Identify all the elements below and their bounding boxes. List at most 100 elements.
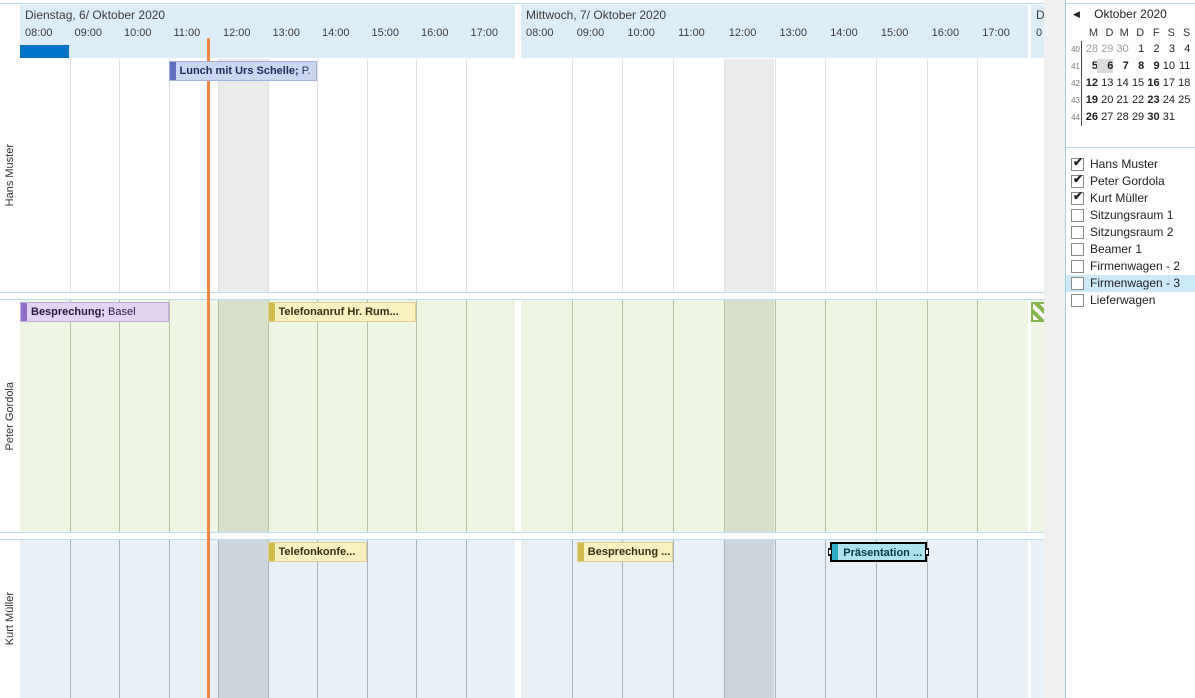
hour-gridline: [723, 59, 725, 292]
calendar-day[interactable]: 18: [1178, 77, 1191, 89]
time-label: 14:00: [830, 27, 858, 39]
selection-handle-right[interactable]: [924, 548, 929, 556]
day-header-0[interactable]: Dienstag, 6/ Oktober 2020 08:00 09:00 10:00…: [20, 5, 515, 58]
resource-checkbox[interactable]: ✔: [1071, 189, 1084, 205]
hour-gridline: [622, 300, 624, 532]
calendar-day[interactable]: 28: [1085, 43, 1098, 55]
calendar-day[interactable]: 29: [1101, 43, 1114, 55]
calendar-day[interactable]: 23: [1147, 94, 1160, 106]
resource-list-item[interactable]: ✔ Hans Muster: [1066, 155, 1195, 173]
resource-checkbox[interactable]: ✔: [1071, 155, 1084, 171]
calendar-day[interactable]: 30: [1116, 43, 1129, 55]
calendar-prev-icon[interactable]: ◀: [1073, 9, 1080, 19]
resource-list-item[interactable]: Firmenwagen - 3: [1066, 275, 1195, 292]
hour-gridline: [673, 300, 675, 532]
calendar-day[interactable]: 4: [1184, 43, 1191, 55]
calendar-day[interactable]: 30: [1147, 111, 1160, 123]
schedule-grid-1-2[interactable]: [1031, 300, 1044, 532]
schedule-grid-1-0[interactable]: Besprechung; Basel Telefonanruf Hr. Rum..…: [20, 300, 515, 532]
calendar-week-number: 40: [1071, 45, 1080, 54]
resource-list-item[interactable]: ✔ Peter Gordola: [1066, 172, 1195, 190]
schedule-grid-1-1[interactable]: [521, 300, 1028, 532]
resource-checkbox[interactable]: ✔: [1071, 172, 1084, 188]
resource-checkbox[interactable]: [1071, 294, 1084, 307]
calendar-day[interactable]: 9: [1153, 60, 1160, 72]
list-top-divider: [1066, 147, 1195, 148]
appointment[interactable]: Präsentation ...: [830, 542, 927, 562]
schedule-grid-0-2[interactable]: [1031, 59, 1044, 292]
calendar-day[interactable]: 1: [1138, 43, 1145, 55]
appointment[interactable]: Lunch mit Urs Schelle; P.: [168, 61, 317, 81]
calendar-day[interactable]: 3: [1168, 43, 1175, 55]
resource-list-item[interactable]: Sitzungsraum 1: [1066, 207, 1195, 224]
appointment[interactable]: Telefonkonfe...: [267, 542, 367, 562]
check-icon: ✔: [1073, 155, 1084, 169]
calendar-weeknum-divider: [1081, 41, 1082, 126]
calendar-day[interactable]: 8: [1138, 60, 1145, 72]
appointment[interactable]: Besprechung ...: [576, 542, 674, 562]
calendar-day[interactable]: 13: [1101, 77, 1114, 89]
resource-list-item[interactable]: Lieferwagen: [1066, 292, 1195, 309]
check-icon: ✔: [1073, 189, 1084, 203]
appointment[interactable]: Besprechung; Basel: [20, 302, 169, 322]
resource-checkbox[interactable]: [1071, 277, 1084, 290]
resource-checkbox[interactable]: [1071, 260, 1084, 273]
calendar-day[interactable]: 27: [1101, 111, 1114, 123]
calendar-day[interactable]: 6: [1097, 59, 1114, 73]
calendar-day[interactable]: 14: [1116, 77, 1129, 89]
calendar-day[interactable]: 24: [1162, 94, 1175, 106]
appointment[interactable]: Telefonanruf Hr. Rum...: [267, 302, 416, 322]
calendar-day[interactable]: 19: [1085, 94, 1098, 106]
calendar-day[interactable]: 20: [1101, 94, 1114, 106]
resource-list-item[interactable]: Firmenwagen - 2: [1066, 258, 1195, 275]
selection-handle-left[interactable]: [828, 548, 833, 556]
resource-list-item[interactable]: ✔ Kurt Müller: [1066, 189, 1195, 207]
resource-row-label[interactable]: Hans Muster: [0, 59, 20, 292]
calendar-day[interactable]: 12: [1085, 77, 1098, 89]
hour-gridline: [218, 540, 219, 698]
hour-gridline: [926, 540, 928, 698]
calendar-day[interactable]: 17: [1162, 77, 1175, 89]
scrollbar-gutter: [1044, 0, 1065, 698]
schedule-grid-2-1[interactable]: Besprechung ... Präsentation ...: [521, 540, 1028, 698]
calendar-day[interactable]: 5: [1091, 60, 1098, 72]
lunch-hour-shade: [723, 59, 775, 292]
appointment[interactable]: [1031, 302, 1044, 322]
resource-row-label[interactable]: Kurt Müller: [0, 540, 20, 698]
schedule-grid-0-0[interactable]: Lunch mit Urs Schelle; P.: [20, 59, 515, 292]
hour-gridline: [825, 540, 827, 698]
resource-list-label: Hans Muster: [1090, 157, 1159, 171]
resource-row-label[interactable]: Peter Gordola: [0, 300, 20, 532]
calendar-day[interactable]: 25: [1178, 94, 1191, 106]
calendar-day[interactable]: 22: [1131, 94, 1145, 106]
resource-list-label: Firmenwagen - 2: [1090, 259, 1181, 273]
schedule-grid-2-0[interactable]: Telefonkonfe...: [20, 540, 515, 698]
hour-gridline: [622, 540, 624, 698]
calendar-day[interactable]: 31: [1162, 111, 1175, 123]
day-header-1[interactable]: Mittwoch, 7/ Oktober 2020 08:00 09:00 10:00…: [521, 5, 1028, 58]
schedule-grid-2-2[interactable]: [1031, 540, 1044, 698]
day-header-label: Dienstag, 6/ Oktober 2020: [25, 8, 166, 22]
hour-gridline: [317, 540, 318, 698]
resource-list-item[interactable]: Sitzungsraum 2: [1066, 224, 1195, 241]
hour-gridline: [825, 300, 827, 532]
appointment-label: Präsentation ...: [843, 547, 923, 559]
resource-list-item[interactable]: Beamer 1: [1066, 241, 1195, 258]
calendar-day[interactable]: 7: [1122, 60, 1129, 72]
resource-checkbox[interactable]: [1071, 243, 1084, 256]
calendar-day[interactable]: 10: [1162, 60, 1175, 72]
resource-checkbox[interactable]: [1071, 226, 1084, 239]
calendar-day[interactable]: 21: [1116, 94, 1129, 106]
calendar-day[interactable]: 15: [1131, 77, 1145, 89]
calendar-day[interactable]: 16: [1147, 77, 1160, 89]
calendar-day[interactable]: 26: [1085, 111, 1098, 123]
check-icon: ✔: [1073, 172, 1084, 186]
calendar-day[interactable]: 11: [1178, 60, 1191, 72]
calendar-day[interactable]: 28: [1116, 111, 1129, 123]
calendar-week-number: 43: [1071, 96, 1080, 105]
schedule-grid-0-1[interactable]: [521, 59, 1028, 292]
calendar-day[interactable]: 2: [1153, 43, 1160, 55]
calendar-day[interactable]: 29: [1131, 111, 1145, 123]
resource-checkbox[interactable]: [1071, 209, 1084, 222]
